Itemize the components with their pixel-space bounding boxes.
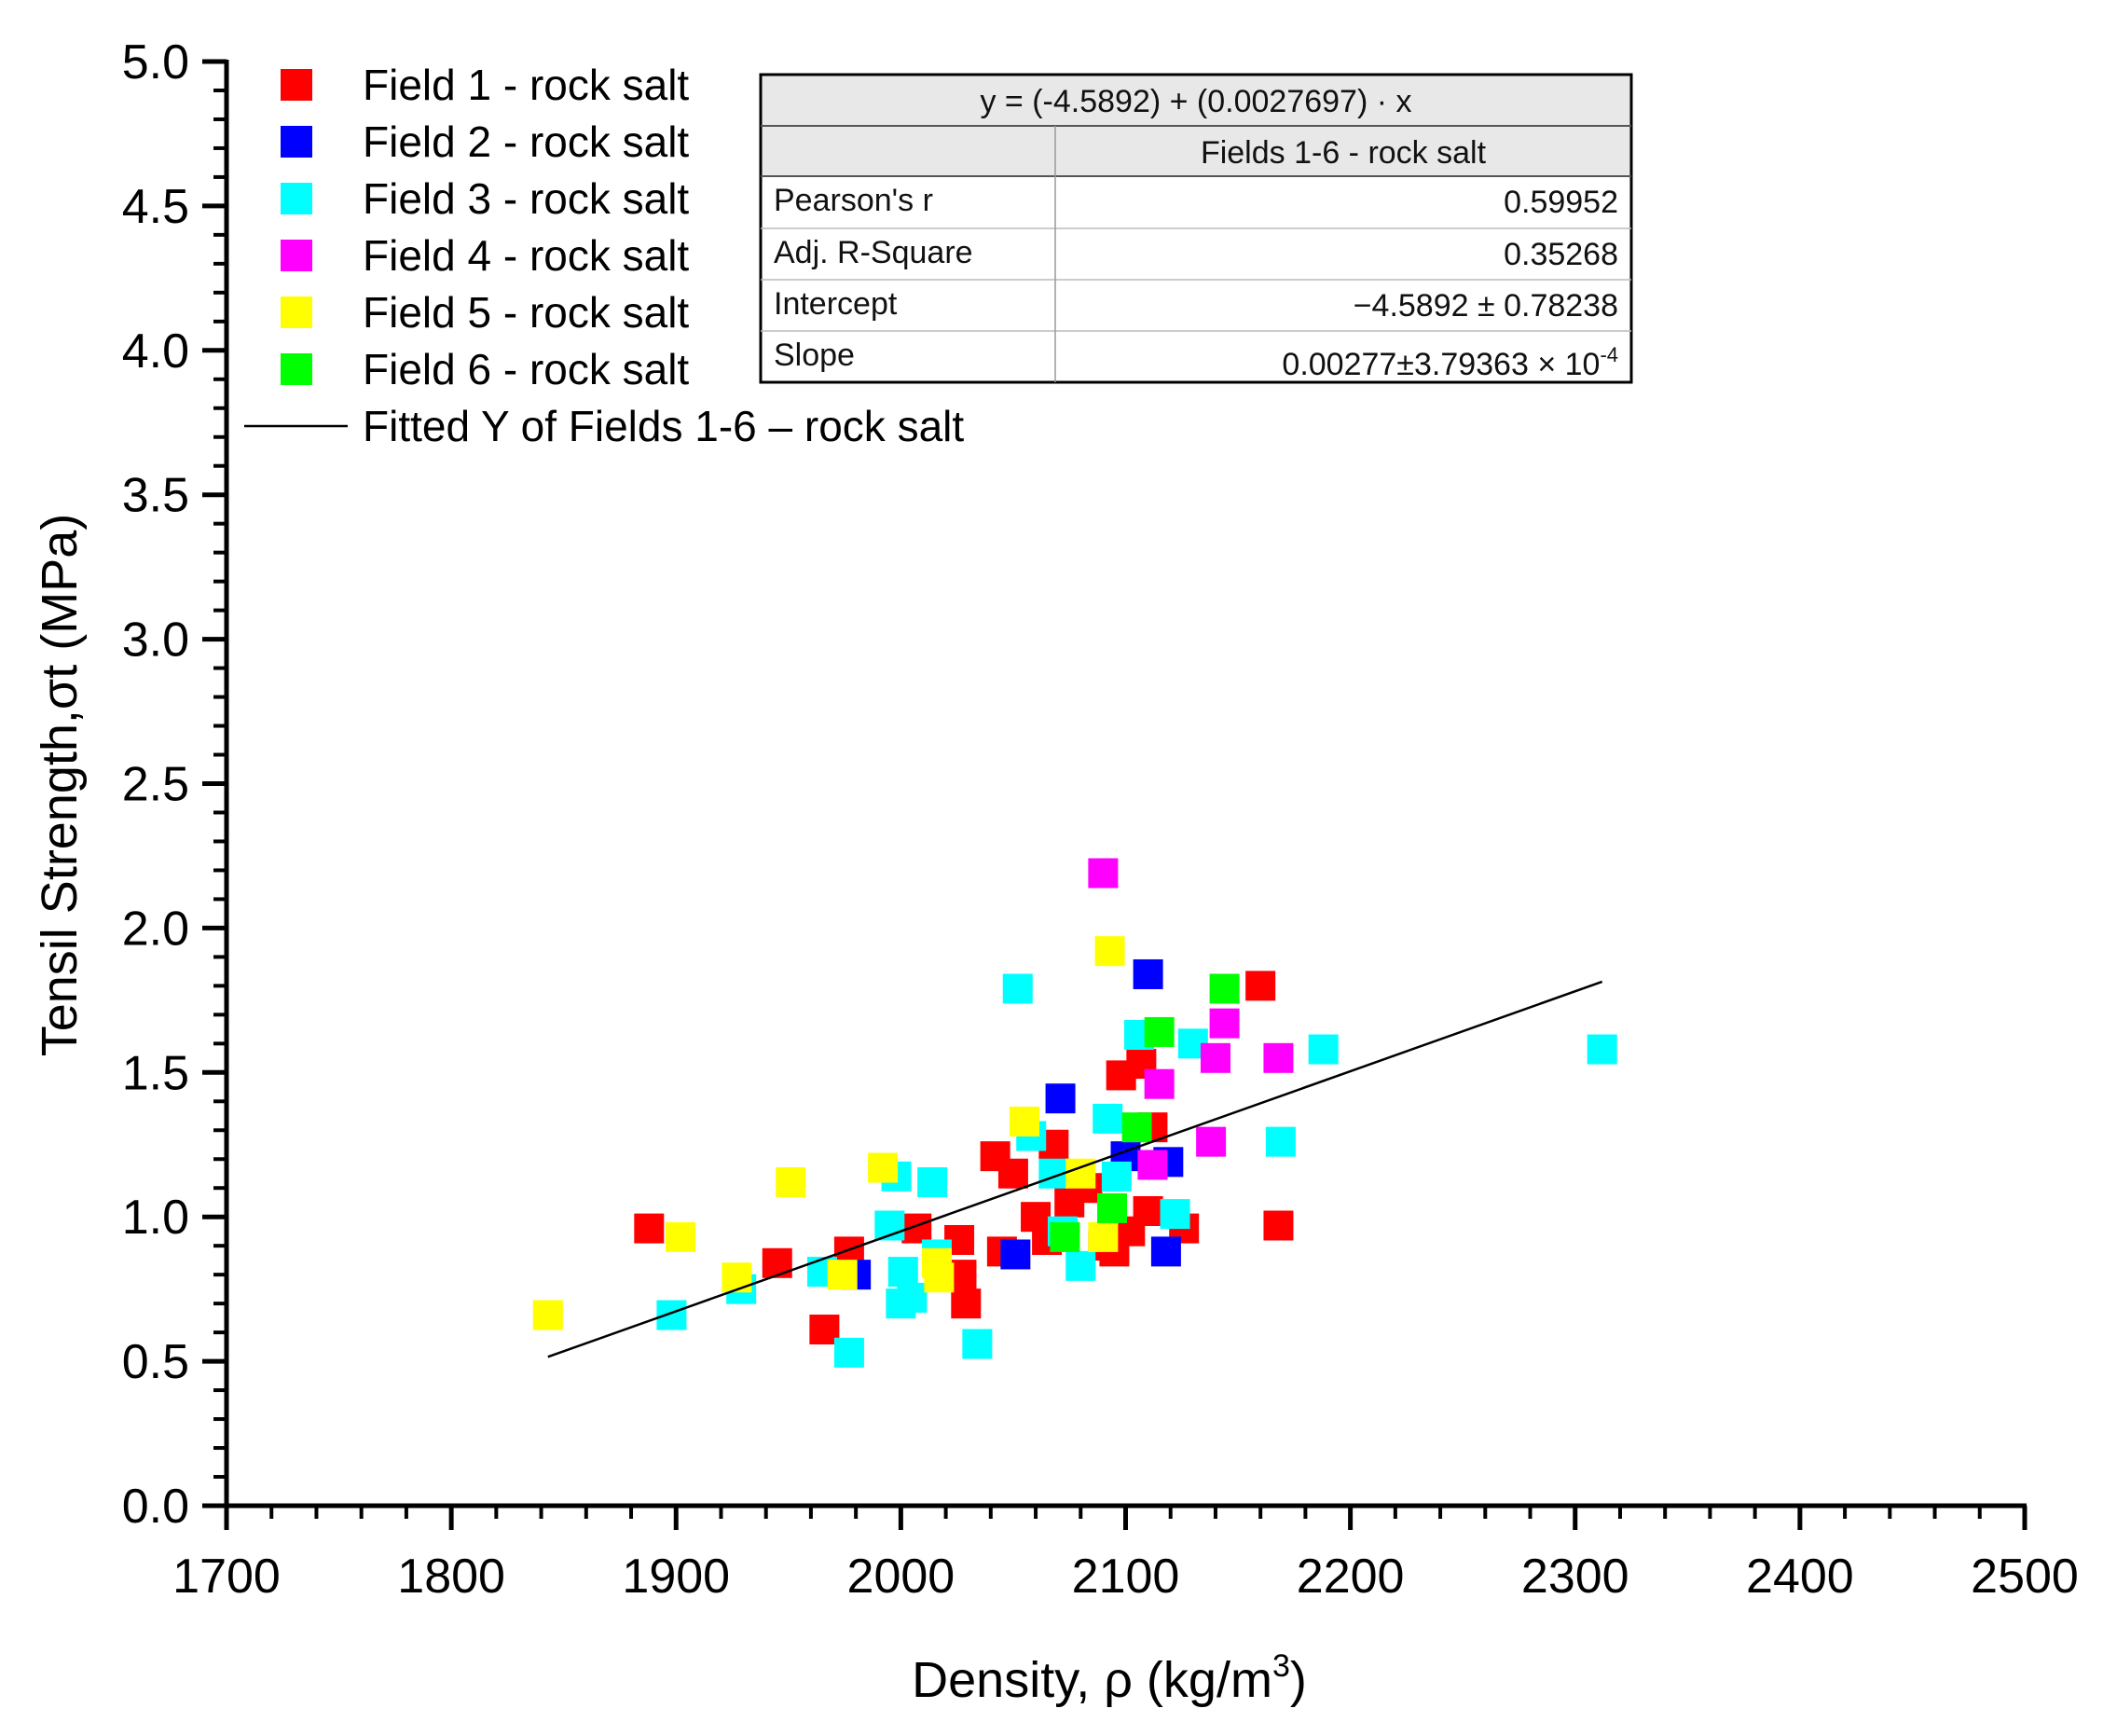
data-point — [868, 1152, 899, 1183]
legend-label: Field 4 - rock salt — [363, 231, 689, 280]
data-point — [917, 1167, 948, 1198]
data-point — [1200, 1042, 1230, 1073]
data-point — [762, 1247, 792, 1278]
x-tick-label: 2400 — [1746, 1550, 1854, 1604]
y-tick-label: 4.5 — [122, 180, 189, 234]
y-tick-label: 4.0 — [122, 324, 189, 379]
stats-equation: y = (-4.5892) + (0.0027697) · x — [980, 84, 1411, 119]
legend-label: Field 2 - rock salt — [363, 117, 689, 166]
data-point — [1150, 1236, 1181, 1267]
x-tick-label: 1700 — [172, 1550, 281, 1604]
y-tick-label: 2.5 — [122, 758, 189, 812]
stats-row-label: Slope — [774, 338, 855, 373]
data-point — [924, 1262, 955, 1293]
data-point — [1088, 858, 1119, 889]
data-point — [1209, 1008, 1240, 1039]
data-point — [1050, 1221, 1080, 1252]
x-axis-title: Density, ρ (kg/m3) — [912, 1648, 1307, 1708]
data-point — [1000, 1239, 1031, 1270]
stats-row-value: −4.5892 ± 0.78238 — [1354, 288, 1618, 324]
data-point — [1121, 1112, 1152, 1143]
data-point — [1093, 1103, 1123, 1134]
x-tick-label: 2000 — [847, 1550, 955, 1604]
legend-label: Fitted Y of Fields 1-6 – rock salt — [363, 402, 964, 450]
legend-label: Field 6 - rock salt — [363, 345, 689, 393]
data-point — [1101, 1161, 1132, 1192]
data-point — [827, 1260, 858, 1290]
data-point — [1263, 1210, 1294, 1241]
data-point — [997, 1158, 1028, 1189]
stats-row-value: 0.35268 — [1504, 237, 1618, 272]
legend-label: Field 5 - rock salt — [363, 288, 689, 337]
legend-swatch — [281, 240, 312, 271]
data-point — [1094, 936, 1125, 967]
data-point — [666, 1221, 696, 1252]
data-point — [1045, 1083, 1076, 1114]
data-point — [1137, 1150, 1168, 1180]
data-point — [1144, 1068, 1175, 1099]
legend-swatch — [281, 69, 312, 101]
data-point — [1133, 1196, 1163, 1227]
data-point — [1209, 973, 1240, 1004]
data-point — [1245, 971, 1276, 1001]
x-tick-label: 2200 — [1297, 1550, 1405, 1604]
data-point — [1002, 973, 1033, 1004]
y-tick-label: 5.0 — [122, 35, 189, 90]
data-point — [532, 1300, 563, 1330]
stats-row-label: Intercept — [774, 286, 898, 322]
y-axis-title: Tensil Strength,σt (MPa) — [32, 514, 88, 1057]
legend-swatch — [281, 353, 312, 385]
stats-column-header: Fields 1-6 - rock salt — [1201, 135, 1487, 171]
data-point — [1009, 1106, 1039, 1137]
data-point — [656, 1300, 687, 1330]
x-tick-label: 2300 — [1521, 1550, 1629, 1604]
legend-label: Field 1 - rock salt — [363, 61, 689, 109]
stats-row-label: Adj. R-Square — [774, 235, 973, 270]
series-field-4 — [1088, 858, 1294, 1180]
data-point — [833, 1337, 864, 1368]
data-point — [1587, 1034, 1617, 1065]
y-tick-label: 3.5 — [122, 469, 189, 523]
y-tick-label: 3.0 — [122, 613, 189, 668]
y-tick-label: 2.0 — [122, 902, 189, 956]
data-point — [1065, 1250, 1096, 1281]
data-point — [1088, 1221, 1119, 1252]
data-point — [722, 1262, 752, 1293]
data-point — [776, 1167, 806, 1198]
legend-swatch — [281, 296, 312, 328]
series-field-5 — [532, 936, 1125, 1330]
y-tick-label: 0.5 — [122, 1335, 189, 1389]
data-point — [1263, 1042, 1294, 1073]
legend-label: Field 3 - rock salt — [363, 174, 689, 223]
series-field-6 — [1050, 973, 1240, 1252]
stats-row-value: 0.59952 — [1504, 185, 1618, 220]
stats-row-label: Pearson's r — [774, 183, 933, 218]
data-point — [1160, 1199, 1190, 1230]
data-point — [1265, 1126, 1296, 1157]
data-point — [951, 1288, 982, 1319]
x-tick-label: 2500 — [1971, 1550, 2079, 1604]
data-point — [897, 1282, 928, 1313]
data-point — [1144, 1016, 1175, 1047]
data-point — [1308, 1034, 1339, 1065]
y-tick-label: 1.0 — [122, 1191, 189, 1245]
data-point — [634, 1213, 665, 1244]
data-point — [1097, 1192, 1128, 1223]
y-tick-label: 0.0 — [122, 1480, 189, 1534]
stats-row-value: 0.00277±3.79363 × 10-4 — [1282, 343, 1618, 382]
legend-swatch — [281, 183, 312, 214]
fitted-line — [547, 980, 1603, 1358]
y-tick-label: 1.5 — [122, 1046, 189, 1100]
data-point — [1133, 958, 1163, 989]
data-point — [1196, 1126, 1227, 1157]
data-point — [962, 1329, 993, 1359]
data-point — [887, 1257, 918, 1288]
x-tick-label: 1900 — [622, 1550, 730, 1604]
legend-swatch — [281, 126, 312, 158]
x-tick-label: 2100 — [1072, 1550, 1180, 1604]
x-tick-label: 1800 — [397, 1550, 505, 1604]
